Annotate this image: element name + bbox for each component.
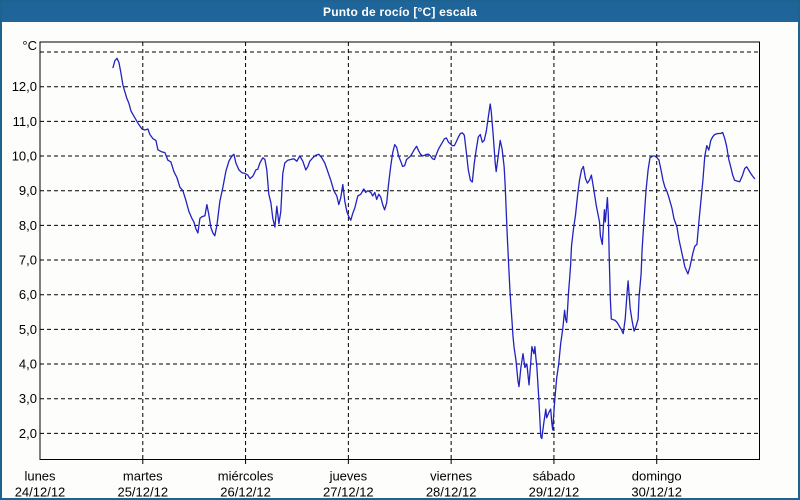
x-date-label: 24/12/12 — [15, 485, 66, 499]
y-tick-label: 7,0 — [19, 253, 37, 268]
y-tick-label: 9,0 — [19, 183, 37, 198]
x-day-label: sábado — [533, 469, 576, 484]
x-day-label: jueves — [329, 469, 368, 484]
y-tick-label: 8,0 — [19, 218, 37, 233]
x-date-label: 29/12/12 — [529, 485, 580, 499]
title-bar: Punto de rocío [°C] escala — [2, 2, 798, 22]
y-tick-label: 11,0 — [13, 114, 37, 129]
x-date-label: 30/12/12 — [631, 485, 682, 499]
chart-canvas: 2,0 3,0 4,0 5,0 6,0 7,0 8,0 9,0 10,0 11,0 12,0 °C lu… — [12, 38, 760, 499]
y-tick-label: 5,0 — [19, 322, 37, 337]
x-day-label: viernes — [430, 469, 472, 484]
x-date-label: 26/12/12 — [220, 485, 271, 499]
x-date-label: 25/12/12 — [117, 485, 168, 499]
y-tick-label: 3,0 — [19, 391, 37, 406]
x-day-label: miércoles — [218, 469, 274, 484]
window-title: Punto de rocío [°C] escala — [322, 5, 478, 19]
y-tick-label: 4,0 — [19, 357, 37, 372]
y-tick-label: 6,0 — [19, 287, 37, 302]
x-date-label: 27/12/12 — [323, 485, 374, 499]
y-unit-label: °C — [22, 38, 37, 53]
plot-frame — [39, 41, 760, 460]
y-tick-label: 2,0 — [19, 426, 37, 441]
y-tick-label: 10,0 — [12, 149, 37, 164]
dewpoint-chart: 2,0 3,0 4,0 5,0 6,0 7,0 8,0 9,0 10,0 11,0 12,0 °C lu… — [2, 22, 798, 498]
x-day-label: lunes — [24, 469, 56, 484]
x-day-label: martes — [123, 469, 163, 484]
y-tick-label: 12,0 — [12, 79, 37, 94]
x-date-label: 28/12/12 — [426, 485, 477, 499]
dewpoint-line — [112, 57, 756, 440]
x-day-label: domingo — [632, 469, 682, 484]
